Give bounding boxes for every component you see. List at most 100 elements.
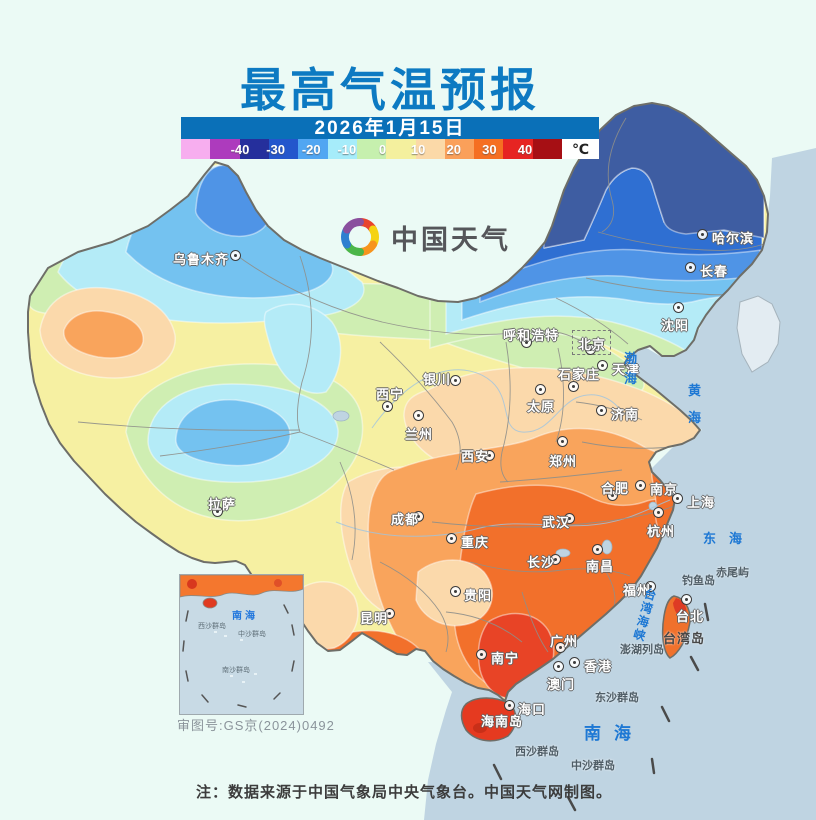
city-label: 贵阳 — [464, 588, 493, 603]
inset-island-label: 南沙群岛 — [222, 667, 250, 674]
legend-tick-label: -10 — [337, 141, 357, 157]
legend-tick-label: -30 — [266, 141, 286, 157]
city-label: 呼和浩特 — [503, 328, 560, 343]
city-marker-dot — [568, 517, 571, 520]
city-marker — [521, 337, 532, 348]
inset-map-graphic — [180, 575, 303, 714]
city-marker — [450, 586, 461, 597]
city-marker — [672, 493, 683, 504]
city-marker-dot — [611, 494, 614, 497]
city-label: 西宁 — [376, 387, 405, 402]
city-label: 天津 — [612, 362, 641, 377]
city-marker-dot — [589, 348, 592, 351]
legend-tick-label: 0 — [378, 141, 387, 157]
city-marker — [697, 229, 708, 240]
city-marker-dot — [234, 254, 237, 257]
city-label: 南宁 — [491, 651, 520, 666]
city-marker — [592, 544, 603, 555]
city-marker — [553, 661, 564, 672]
legend-color-segment — [298, 139, 328, 159]
city-label: 昆明 — [360, 611, 389, 626]
city-marker-dot — [417, 414, 420, 417]
legend-color-bar: -40 -30 -20 -10 0 10 20 30 40 — [181, 139, 563, 159]
legend-color-segment — [532, 139, 563, 159]
city-marker — [484, 450, 495, 461]
city-marker — [230, 250, 241, 261]
city-marker-dot — [685, 598, 688, 601]
city-label: 广州 — [550, 634, 579, 649]
city-marker-dot — [488, 454, 491, 457]
city-marker-dot — [561, 440, 564, 443]
island-label: 西沙群岛 — [515, 746, 559, 758]
city-marker — [635, 480, 646, 491]
city-marker-dot — [639, 484, 642, 487]
city-label: 拉萨 — [208, 497, 237, 512]
city-label: 南京 — [650, 482, 679, 497]
temperature-legend: -40 -30 -20 -10 0 10 20 30 40 ℃ — [181, 139, 599, 159]
page-title: 最高气温预报 — [240, 64, 540, 116]
city-marker — [596, 405, 607, 416]
inset-sea-label: 南海 — [232, 611, 258, 622]
city-marker — [384, 608, 395, 619]
city-marker — [681, 594, 692, 605]
footer-note: 注：数据来源于中国气象局中央气象台。中国天气网制图。 — [196, 784, 613, 801]
legend-tick-label: 30 — [482, 141, 497, 157]
city-marker-dot — [508, 704, 511, 707]
city-marker-dot — [554, 558, 557, 561]
city-label: 石家庄 — [558, 367, 601, 382]
city-marker-dot — [573, 661, 576, 664]
map-license-number: 审图号:GS京(2024)0492 — [177, 718, 335, 733]
city-label: 武汉 — [542, 515, 571, 530]
city-marker-dot — [480, 653, 483, 656]
city-marker-dot — [676, 497, 679, 500]
sea-label: 黄海 — [688, 383, 703, 425]
sea-label: 南海 — [584, 724, 632, 743]
city-marker-dot — [557, 665, 560, 668]
city-marker-dot — [388, 612, 391, 615]
city-marker-dot — [649, 585, 652, 588]
city-label: 银川 — [423, 372, 452, 387]
province-borders — [77, 117, 765, 653]
china-weather-logo: 中国天气 — [338, 215, 511, 259]
city-marker — [535, 384, 546, 395]
city-label: 福州 — [623, 583, 652, 598]
legend-tick-labels: -40 -30 -20 -10 0 10 20 30 40 — [181, 139, 562, 159]
city-label: 合肥 — [601, 481, 630, 496]
city-label: 兰州 — [405, 427, 434, 442]
city-marker-dot — [386, 405, 389, 408]
city-label: 上海 — [687, 495, 716, 510]
city-label: 杭州 — [647, 524, 676, 539]
city-marker — [413, 511, 424, 522]
city-marker-dot — [596, 548, 599, 551]
city-label: 长沙 — [527, 555, 556, 570]
city-label: 沈阳 — [661, 318, 690, 333]
inset-island-label: 中沙群岛 — [238, 631, 266, 638]
city-label: 太原 — [527, 399, 556, 414]
city-label: 成都 — [391, 512, 420, 527]
city-marker — [597, 360, 608, 371]
city-label: 香港 — [584, 659, 613, 674]
city-marker — [653, 507, 664, 518]
legend-tick-label: 40 — [517, 141, 533, 157]
city-marker-dot — [454, 590, 457, 593]
city-marker — [645, 581, 656, 592]
city-marker-dot — [454, 379, 457, 382]
city-marker-dot — [600, 409, 603, 412]
legend-color-segment — [356, 139, 387, 159]
city-marker — [504, 700, 515, 711]
city-marker — [564, 513, 575, 524]
city-label: 北京 — [578, 337, 607, 352]
city-label: 哈尔滨 — [712, 231, 755, 246]
city-marker-dot — [677, 306, 680, 309]
city-marker — [476, 649, 487, 660]
city-marker — [557, 436, 568, 447]
hainan-hot-spot — [473, 723, 487, 733]
south-china-sea-inset-map: 南海 西沙群岛 中沙群岛 南沙群岛 — [179, 574, 304, 715]
city-marker-dot — [701, 233, 704, 236]
city-label: 澳门 — [547, 677, 576, 692]
legend-color-segment — [268, 139, 299, 159]
city-marker — [673, 302, 684, 313]
sea-label: 渤海 — [624, 351, 639, 386]
city-marker-dot — [559, 646, 562, 649]
